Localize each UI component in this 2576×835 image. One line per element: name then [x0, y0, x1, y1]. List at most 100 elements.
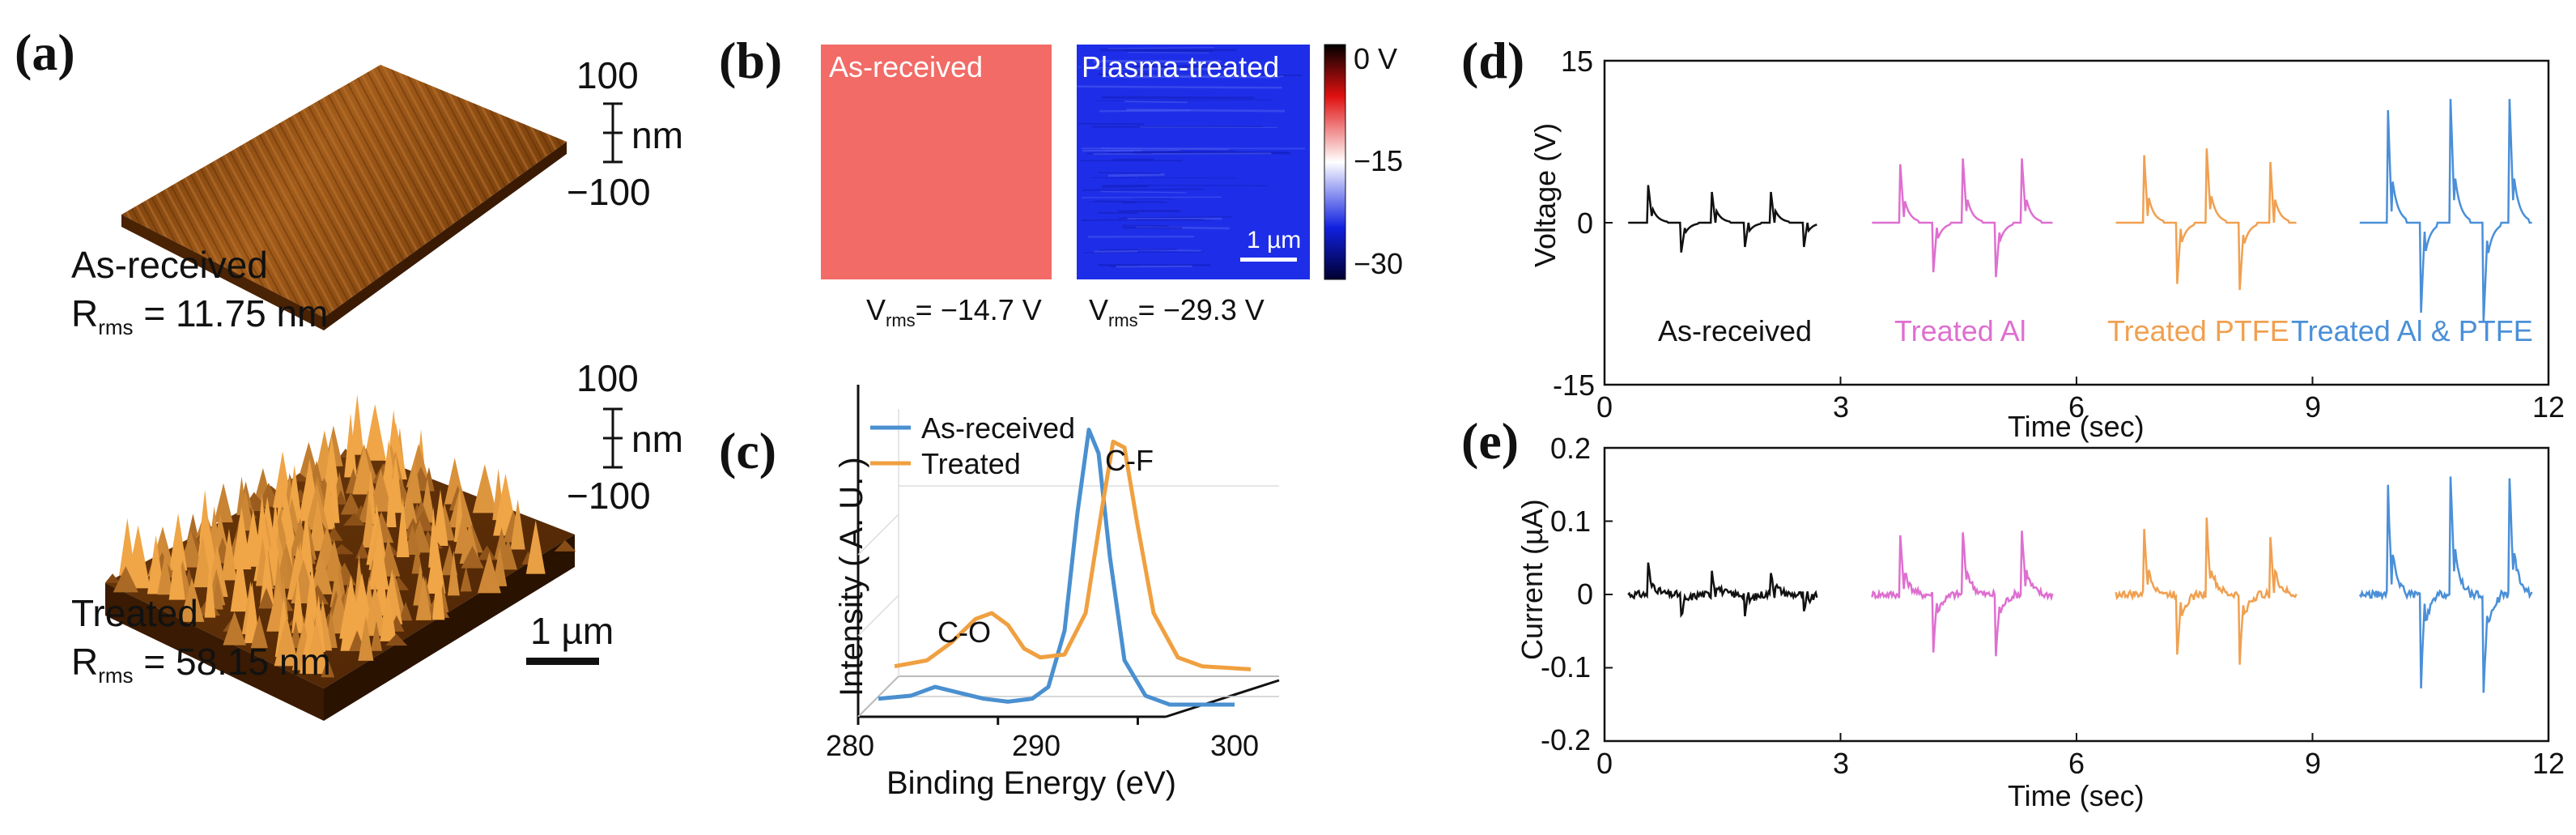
afm-bottom-rms: Rrms = 58.15 nm	[71, 640, 331, 688]
kpfm-noise-streak	[1082, 196, 1222, 198]
afm-spike	[344, 413, 357, 478]
kpfm-scalebar-label: 1 µm	[1247, 227, 1302, 253]
kpfm-noise-streak	[1125, 49, 1214, 53]
kpfm-left-vrms: Vrms= −14.7 V	[866, 293, 1042, 331]
current-xtick-12: 12	[2532, 747, 2565, 780]
afm-bottom-label: Treated	[71, 592, 198, 634]
afm-spike	[113, 566, 138, 593]
afm-spike	[460, 566, 472, 592]
e-series-treated-al-ptfe	[2358, 476, 2533, 693]
voltage-xtick-12: 12	[2532, 390, 2565, 424]
afm-spike	[472, 464, 497, 513]
afm-spike	[168, 513, 188, 571]
afm-spike	[461, 546, 484, 569]
afm-spike	[368, 527, 389, 590]
xps-annotation-co: C-O	[937, 616, 991, 649]
afm-spike	[334, 489, 347, 505]
colorbar-tick-30: −30	[1354, 247, 1404, 280]
kpfm-map-as-received	[821, 45, 1052, 279]
afm-spike	[104, 573, 121, 583]
afm-spike	[477, 545, 497, 560]
afm-top-rms-symbol: R	[71, 292, 99, 334]
afm-spike	[355, 584, 366, 645]
voltage-ytick-m15: -15	[1553, 369, 1596, 402]
current-xtick-3: 3	[1833, 747, 1850, 780]
afm-scalebar	[526, 658, 599, 665]
afm-spike	[396, 496, 410, 557]
afm-spike	[404, 524, 421, 555]
voltage-series-label-treated-al: Treated Al	[1894, 314, 2026, 347]
afm-bottom-scale-max: 100	[576, 357, 639, 399]
afm-spike	[447, 551, 460, 596]
current-ytick-0.1: 0.1	[1550, 505, 1592, 538]
voltage-xtick-6: 6	[2068, 390, 2085, 424]
afm-spike	[351, 394, 364, 455]
afm-spike	[370, 620, 382, 651]
afm-top-label: As-received	[71, 244, 268, 286]
afm-spike	[211, 576, 223, 610]
kpfm-noise-streak	[1093, 152, 1272, 155]
d-series-as-received	[1628, 185, 1817, 253]
voltage-series-label-treated-al-ptfe: Treated Al & PTFE	[2291, 314, 2533, 347]
colorbar-tick-0: 0 V	[1354, 42, 1398, 75]
afm-spike	[274, 615, 300, 667]
kpfm-noise-streak	[1135, 177, 1137, 179]
xps-series-treated	[894, 439, 1252, 671]
xps-tick-300: 300	[1210, 729, 1260, 762]
afm-spike	[398, 601, 413, 621]
afm-spike	[221, 528, 237, 581]
afm-top-scale-max: 100	[576, 54, 639, 96]
voltage-series-label-as-received: As-received	[1658, 314, 1813, 347]
kpfm-noise-streak	[1121, 224, 1169, 228]
e-series-treated-al	[1871, 530, 2054, 657]
afm-spike	[223, 611, 246, 645]
voltage-xtick-9: 9	[2305, 390, 2322, 424]
afm-spike	[308, 499, 328, 552]
afm-spike	[340, 492, 361, 515]
kpfm-left-vrms-value: = −14.7 V	[915, 293, 1042, 326]
kpfm-noise-streak	[1099, 109, 1190, 113]
kpfm-right-vrms-sub: rms	[1108, 310, 1138, 331]
kpfm-right-vrms-symbol: V	[1089, 293, 1109, 326]
afm-spike	[250, 615, 268, 649]
afm-spike	[259, 544, 274, 607]
current-xtick-0: 0	[1596, 747, 1613, 780]
panel-c-letter: (c)	[719, 422, 777, 479]
kpfm-right-label: Plasma-treated	[1082, 50, 1280, 83]
kpfm-right-vrms-value: = −29.3 V	[1137, 293, 1265, 326]
current-ytick-0.2: 0.2	[1550, 432, 1592, 465]
kpfm-noise-streak	[1102, 75, 1280, 79]
afm-bottom-rms-value: = 58.15 nm	[133, 641, 331, 683]
afm-spike	[386, 465, 397, 528]
afm-spike	[355, 543, 369, 559]
kpfm-noise-streak	[1124, 100, 1188, 104]
xps-tick-290: 290	[1012, 729, 1061, 762]
kpfm-noise-streak	[1078, 122, 1145, 126]
afm-spike	[380, 586, 397, 641]
xps-tick-280: 280	[826, 729, 875, 762]
afm-top-scale-unit: nm	[631, 114, 683, 156]
xps-series-as-received	[878, 428, 1235, 707]
kpfm-left-vrms-symbol: V	[866, 293, 886, 326]
panel-b-letter: (b)	[719, 32, 783, 89]
afm-spike	[415, 575, 432, 620]
afm-spike	[157, 552, 173, 595]
xps-annotation-cf: C-F	[1105, 444, 1154, 477]
afm-spike	[431, 557, 445, 620]
afm-bottom-scale-unit: nm	[631, 418, 683, 460]
e-series-as-received	[1627, 562, 1818, 619]
kpfm-left-vrms-sub: rms	[886, 310, 916, 331]
kpfm-noise-streak	[1133, 198, 1175, 200]
xps-xlabel: Binding Energy (eV)	[886, 765, 1176, 801]
kpfm-noise-streak	[1094, 249, 1138, 253]
afm-spike	[426, 532, 446, 594]
kpfm-scalebar	[1240, 258, 1297, 262]
afm-spike	[385, 633, 408, 646]
